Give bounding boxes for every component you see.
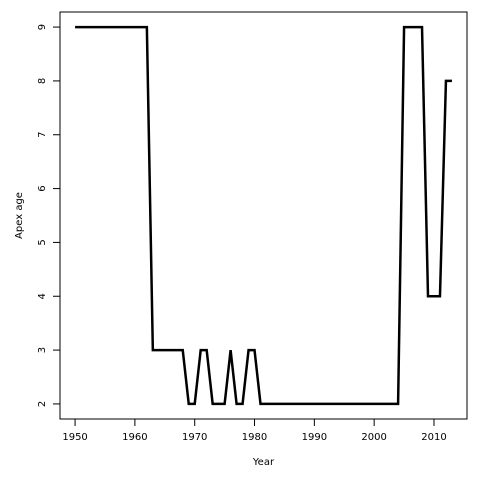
y-tick-label: 4 xyxy=(37,293,48,299)
x-tick-label: 2000 xyxy=(361,432,386,443)
y-tick-label: 9 xyxy=(37,24,48,30)
y-tick-label: 5 xyxy=(37,239,48,245)
x-tick-label: 1950 xyxy=(62,432,87,443)
x-tick-label: 2010 xyxy=(421,432,446,443)
y-tick-label: 8 xyxy=(37,78,48,84)
y-tick-label: 6 xyxy=(37,185,48,191)
x-tick-label: 1970 xyxy=(182,432,207,443)
y-axis-label: Apex age xyxy=(14,192,25,239)
x-tick-label: 1980 xyxy=(242,432,267,443)
y-tick-label: 7 xyxy=(37,132,48,138)
plot-frame xyxy=(59,11,468,420)
data-line xyxy=(75,25,452,406)
y-tick-label: 3 xyxy=(37,347,48,353)
x-tick-label: 1960 xyxy=(122,432,147,443)
x-axis-label: Year xyxy=(252,457,275,468)
y-tick-label: 2 xyxy=(37,401,48,407)
x-tick-label: 1990 xyxy=(302,432,327,443)
